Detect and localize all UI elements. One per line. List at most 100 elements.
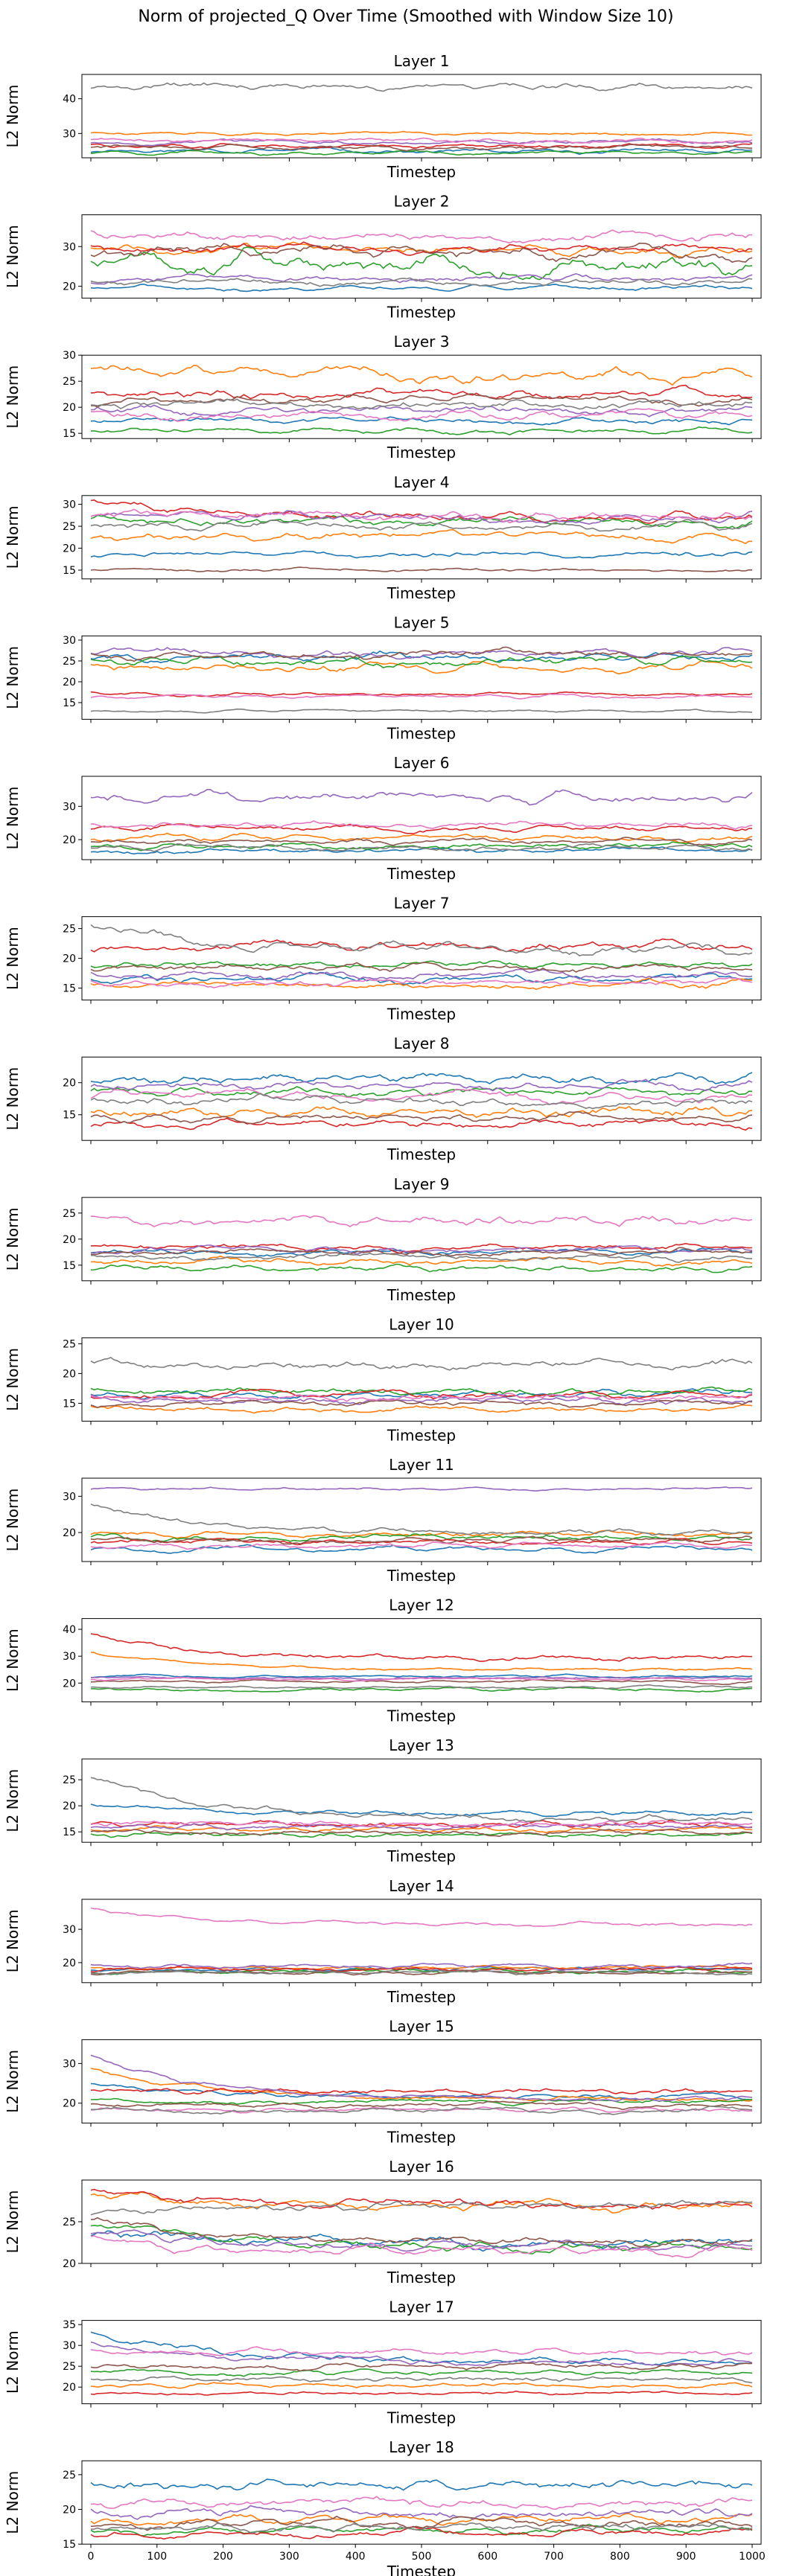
y-axis-label: L2 Norm (4, 85, 22, 148)
series-line (90, 550, 753, 559)
series-line (90, 2390, 753, 2396)
series-line (90, 1247, 753, 1257)
series-line (90, 1633, 753, 1662)
panels-group: Layer 1 30 40 Timestep L2 Norm Layer 22030Tim… (4, 52, 766, 2576)
series-line (90, 229, 753, 244)
panel-title: Layer 9 (394, 1175, 450, 1193)
series-line (90, 2505, 753, 2521)
y-tick-label: 25 (63, 1774, 76, 1786)
panel-title: Layer 12 (389, 1597, 454, 1614)
y-tick-label: 25 (63, 656, 76, 668)
series-line (90, 1117, 753, 1131)
y-tick-label: 20 (63, 1800, 76, 1812)
series-line (90, 1503, 753, 1536)
x-axis-label: Timestep (387, 724, 456, 742)
panel-layer-2: Layer 2 20 30 Timestep L2 Norm (4, 193, 762, 322)
series-line (90, 693, 752, 700)
series-line (90, 1244, 753, 1255)
y-tick-label: 20 (63, 2258, 76, 2270)
x-axis-label: Timestep (387, 1988, 456, 2006)
series-line (90, 820, 753, 830)
y-tick-label: 30 (63, 1924, 76, 1936)
series-line (90, 2515, 753, 2531)
panel-layer-9: Layer 9 15 20 25 Timestep L2 Norm (4, 1175, 762, 1304)
y-tick-label: 35 (63, 2319, 76, 2331)
series-line (90, 2362, 753, 2372)
series-line (90, 2368, 753, 2377)
x-tick-label: 400 (346, 2551, 366, 2563)
series-line (90, 1393, 753, 1402)
y-tick-label: 25 (63, 376, 76, 388)
series-line (90, 2188, 753, 2210)
series-line (90, 2088, 753, 2096)
panel-layer-16: Layer 16 20 25 Timestep L2 Norm (4, 2158, 762, 2286)
panel-layer-7: Layer 7 15 20 25 Timestep L2 Norm (4, 895, 762, 1023)
panel-title: Layer 16 (389, 2158, 454, 2176)
y-axis-label: L2 Norm (4, 927, 22, 990)
y-axis-label: L2 Norm (4, 1348, 22, 1411)
y-axis-label: L2 Norm (4, 1629, 22, 1692)
x-axis-label: Timestep (387, 2409, 456, 2427)
x-tick-label: 700 (544, 2551, 564, 2563)
series-line (90, 2375, 753, 2384)
series-line (90, 691, 753, 697)
y-tick-label: 30 (63, 350, 76, 362)
series-line (90, 1828, 753, 1838)
y-axis-label: L2 Norm (4, 2050, 22, 2113)
series-line (90, 832, 753, 843)
series-line (90, 2525, 753, 2540)
series-line (90, 1823, 753, 1831)
y-tick-label: 40 (63, 94, 76, 106)
y-tick-label: 15 (63, 983, 76, 995)
series-line (90, 924, 753, 956)
series-line (90, 2054, 753, 2102)
series-line (90, 241, 753, 256)
series-line (90, 1907, 753, 1927)
panel-layer-3: Layer 3 15 20 25 30 Timestep L2 Norm (4, 333, 762, 461)
y-tick-label: 15 (63, 2539, 76, 2551)
series-line (91, 1676, 753, 1682)
x-axis-label: Timestep (387, 865, 456, 883)
series-line (90, 1535, 753, 1545)
x-axis-label: Timestep (387, 1847, 456, 1865)
series-line (90, 1394, 753, 1406)
x-axis-label: Timestep (387, 2128, 456, 2146)
y-tick-label: 20 (63, 2505, 76, 2516)
series-line (90, 408, 753, 422)
series-line (90, 788, 753, 806)
x-tick-label: 800 (610, 2551, 630, 2563)
y-axis-label: L2 Norm (4, 2190, 22, 2254)
panel-layer-15: Layer 15 20 30 Timestep L2 Norm (4, 2017, 762, 2146)
y-tick-label: 40 (63, 1624, 76, 1636)
series-line (90, 2229, 752, 2252)
x-axis-label: Timestep (387, 2269, 456, 2286)
series-line (90, 1673, 753, 1679)
series-line (90, 566, 753, 572)
series-line (90, 938, 753, 953)
panel-title: Layer 7 (394, 895, 450, 913)
y-tick-label: 25 (63, 2361, 76, 2373)
y-tick-label: 20 (63, 1678, 76, 1690)
x-tick-label: 600 (477, 2551, 497, 2563)
x-axis-label: Timestep (387, 304, 456, 322)
series-line (90, 1967, 753, 1975)
y-axis-label: L2 Norm (4, 1769, 22, 1832)
series-line (90, 2522, 753, 2534)
series-line (91, 837, 753, 846)
y-axis-label: L2 Norm (4, 2471, 22, 2534)
panel-title: Layer 1 (394, 52, 450, 70)
y-tick-label: 20 (63, 281, 76, 293)
y-axis-label: L2 Norm (4, 646, 22, 709)
series-line (90, 1111, 753, 1125)
series-line (90, 2382, 753, 2389)
series-line (90, 398, 753, 410)
panel-title: Layer 6 (394, 754, 450, 772)
y-tick-label: 15 (63, 697, 76, 709)
series-line (90, 364, 753, 386)
series-line (90, 510, 753, 525)
series-line (90, 514, 753, 529)
y-tick-label: 30 (63, 1651, 76, 1663)
series-line (90, 962, 753, 973)
x-axis-label: Timestep (387, 444, 456, 461)
